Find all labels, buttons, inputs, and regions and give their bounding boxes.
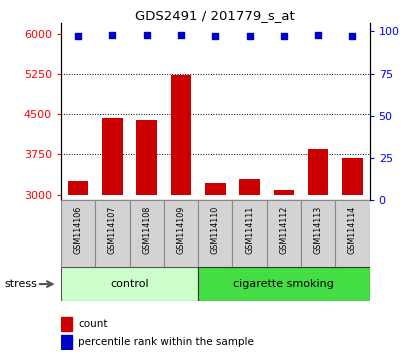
- Text: GSM114106: GSM114106: [74, 205, 83, 253]
- Text: GSM114111: GSM114111: [245, 205, 254, 253]
- Bar: [198, 267, 370, 301]
- Bar: [61, 200, 95, 267]
- Text: percentile rank within the sample: percentile rank within the sample: [78, 337, 254, 347]
- Bar: [301, 200, 335, 267]
- Point: [246, 34, 253, 39]
- Text: GSM114113: GSM114113: [314, 205, 323, 253]
- Bar: [335, 200, 370, 267]
- Bar: [136, 120, 157, 195]
- Text: GSM114112: GSM114112: [279, 205, 289, 254]
- Point: [315, 32, 322, 38]
- Bar: [102, 118, 123, 195]
- Bar: [239, 179, 260, 195]
- Bar: [205, 183, 226, 195]
- Bar: [164, 200, 198, 267]
- Bar: [273, 190, 294, 195]
- Point: [212, 34, 219, 39]
- Text: GSM114114: GSM114114: [348, 205, 357, 253]
- Bar: [129, 200, 164, 267]
- Text: GSM114109: GSM114109: [176, 205, 186, 254]
- Point: [178, 32, 184, 38]
- Point: [109, 32, 116, 38]
- Text: stress: stress: [4, 279, 37, 289]
- Bar: [68, 181, 88, 195]
- Text: GSM114108: GSM114108: [142, 205, 151, 253]
- Text: control: control: [110, 279, 149, 289]
- Point: [143, 32, 150, 38]
- Bar: [198, 200, 232, 267]
- Bar: [61, 267, 198, 301]
- Bar: [95, 200, 129, 267]
- Text: GSM114107: GSM114107: [108, 205, 117, 254]
- Text: count: count: [78, 319, 108, 329]
- Text: GSM114110: GSM114110: [211, 205, 220, 253]
- Bar: [267, 200, 301, 267]
- Title: GDS2491 / 201779_s_at: GDS2491 / 201779_s_at: [135, 9, 295, 22]
- Bar: [61, 335, 72, 349]
- Point: [349, 34, 356, 39]
- Bar: [61, 317, 72, 331]
- Bar: [171, 75, 191, 195]
- Point: [75, 34, 81, 39]
- Text: cigarette smoking: cigarette smoking: [234, 279, 334, 289]
- Point: [281, 34, 287, 39]
- Bar: [342, 158, 363, 195]
- Bar: [232, 200, 267, 267]
- Bar: [308, 149, 328, 195]
